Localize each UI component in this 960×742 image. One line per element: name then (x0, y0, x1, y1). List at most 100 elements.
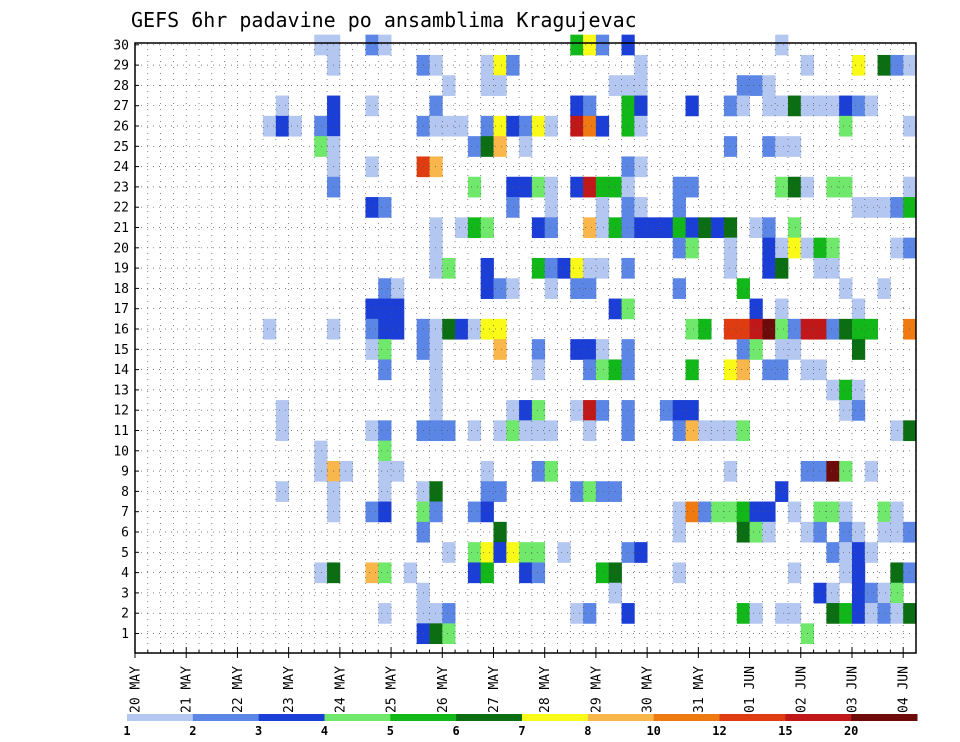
y-tick-label: 18 (113, 282, 129, 297)
heatmap-cell (429, 318, 443, 340)
heatmap-cell (672, 278, 686, 299)
heatmap-cell (813, 318, 827, 340)
y-tick-label: 4 (121, 566, 129, 581)
heatmap-cell (851, 542, 866, 563)
heatmap-cell (762, 257, 776, 279)
heatmap-cell (365, 501, 379, 523)
heatmap-cell (583, 481, 597, 502)
heatmap-cell (813, 257, 827, 279)
heatmap-cell (723, 237, 738, 259)
heatmap-cell (314, 440, 328, 462)
heatmap-cell (621, 156, 635, 178)
heatmap-cell (685, 501, 699, 523)
heatmap-cell (826, 603, 840, 624)
heatmap-cell (736, 359, 750, 381)
heatmap-cell (531, 420, 546, 442)
heatmap-cell (621, 176, 635, 198)
heatmap-cell (583, 339, 597, 360)
y-tick-label: 27 (113, 99, 129, 114)
heatmap-cell (851, 298, 866, 320)
heatmap-cell (621, 339, 635, 360)
colorbar-label: 12 (712, 724, 726, 738)
heatmap-cell (826, 176, 840, 198)
heatmap-cell (314, 136, 328, 157)
heatmap-cell (339, 460, 354, 482)
heatmap-cell (621, 542, 635, 563)
heatmap-cell (403, 562, 418, 584)
heatmap-cell (570, 257, 584, 279)
heatmap-cell (455, 318, 469, 340)
heatmap-cell (813, 460, 827, 482)
heatmap-cell (378, 460, 392, 482)
heatmap-cell (531, 257, 546, 279)
heatmap-cell (378, 298, 392, 320)
heatmap-cell (723, 359, 738, 381)
heatmap-cell (544, 278, 558, 299)
y-tick-label: 21 (113, 221, 129, 236)
heatmap-cell (506, 197, 520, 218)
heatmap-cell (877, 603, 891, 624)
colorbar-label: 3 (255, 724, 262, 738)
heatmap-cell (826, 582, 840, 604)
heatmap-cell (864, 460, 878, 482)
heatmap-cell (595, 176, 610, 198)
heatmap-cell (839, 400, 853, 421)
heatmap-cells (263, 34, 917, 645)
heatmap-cell (480, 278, 494, 299)
heatmap-cell (685, 237, 699, 259)
heatmap-cell (736, 318, 750, 340)
heatmap-cell (275, 115, 290, 137)
y-axis: 1234567891011121314151617181920212223242… (113, 38, 139, 642)
heatmap-cell (839, 521, 853, 543)
colorbar-swatch (324, 714, 391, 721)
y-tick-label: 6 (121, 526, 129, 541)
y-tick-label: 12 (113, 404, 129, 419)
heatmap-cell (378, 34, 392, 56)
colorbar-label: 6 (453, 724, 460, 738)
heatmap-cell (480, 136, 494, 157)
x-tick-label: 21 MAY (180, 666, 195, 713)
chart-title: GEFS 6hr padavine po ansamblima Kragujev… (131, 8, 637, 32)
y-tick-label: 23 (113, 180, 129, 195)
heatmap-cell (890, 420, 904, 442)
heatmap-cell (851, 95, 866, 117)
heatmap-cell (877, 521, 891, 543)
x-tick-label: 30 MAY (641, 666, 656, 713)
heatmap-cell (480, 562, 494, 584)
heatmap-cell (787, 501, 802, 523)
heatmap-cell (787, 95, 802, 117)
colorbar-label: 15 (778, 724, 792, 738)
heatmap-cell (775, 359, 789, 381)
heatmap-cell (275, 420, 290, 442)
heatmap-cell (672, 501, 686, 523)
heatmap-cell (749, 339, 763, 360)
heatmap-cell (621, 197, 635, 218)
heatmap-cell (698, 420, 712, 442)
heatmap-cell (787, 318, 802, 340)
x-tick-label: 27 MAY (487, 666, 502, 713)
heatmap-cell (429, 54, 443, 76)
heatmap-cell (493, 521, 507, 543)
heatmap-cell (583, 217, 597, 239)
heatmap-cell (506, 54, 520, 76)
heatmap-cell (595, 217, 610, 239)
heatmap-cell (890, 197, 904, 218)
heatmap-cell (723, 95, 738, 117)
heatmap-cell (442, 420, 456, 442)
heatmap-cell (480, 542, 494, 563)
heatmap-cell (467, 136, 482, 157)
heatmap-cell (749, 603, 763, 624)
heatmap-cell (275, 481, 290, 502)
heatmap-cell (826, 95, 840, 117)
heatmap-cell (365, 95, 379, 117)
heatmap-cell (544, 115, 558, 137)
heatmap-cell (839, 562, 853, 584)
plot-frame (134, 42, 917, 654)
heatmap-cell (570, 34, 584, 56)
heatmap-cell (672, 521, 686, 543)
heatmap-cell (429, 156, 443, 178)
grid-lines (135, 43, 916, 653)
heatmap-cell (429, 257, 443, 279)
heatmap-cell (621, 420, 635, 442)
heatmap-cell (672, 562, 686, 584)
